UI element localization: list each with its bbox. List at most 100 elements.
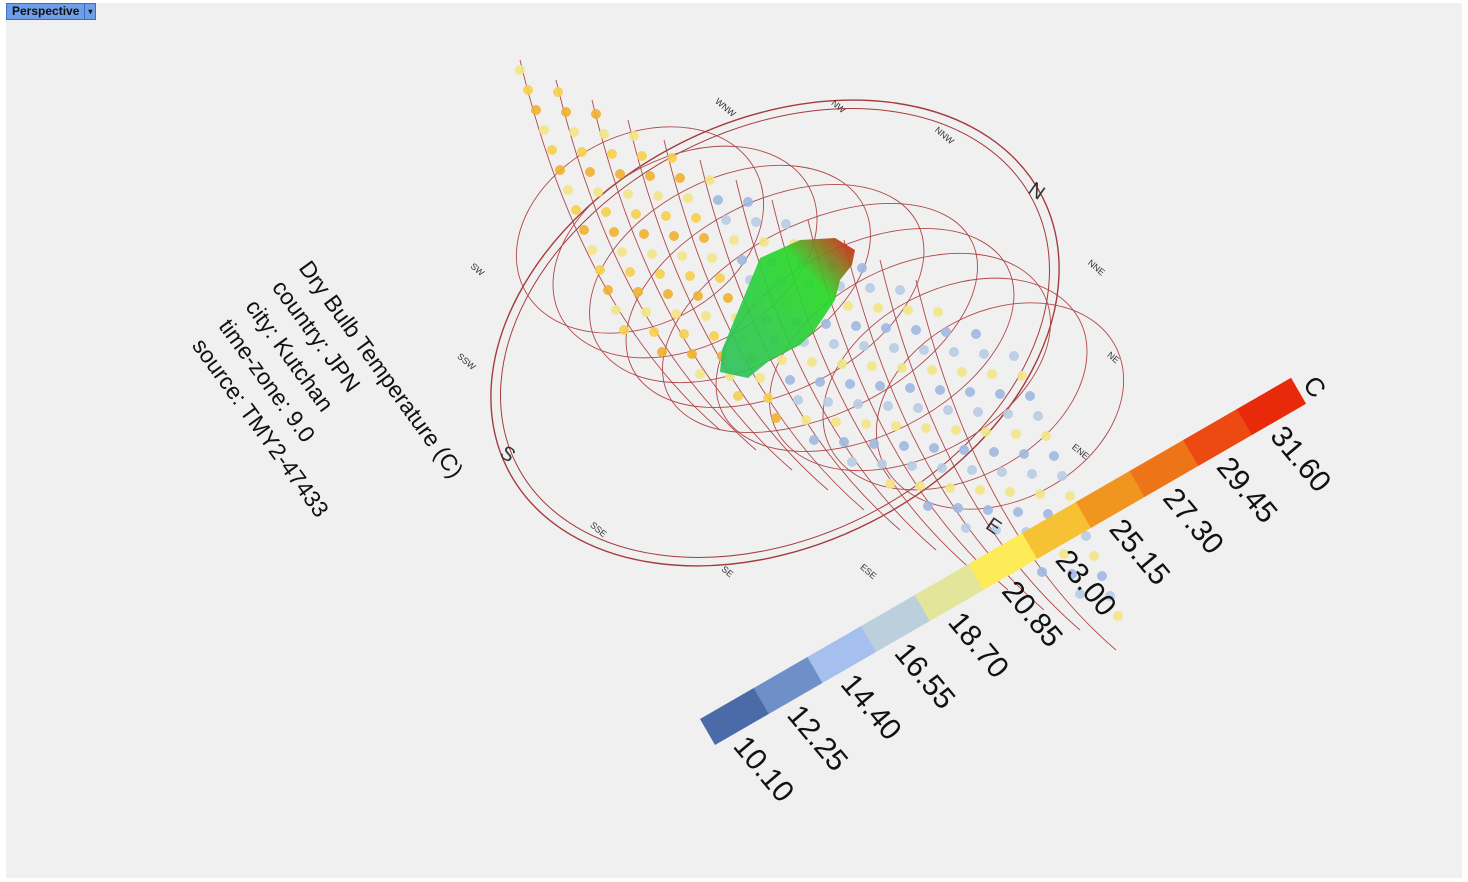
sun-point	[1027, 469, 1037, 479]
sun-point	[1003, 409, 1013, 419]
compass-label: ESE	[858, 562, 878, 581]
sun-point	[623, 189, 633, 199]
sun-point	[851, 321, 861, 331]
sun-point	[661, 211, 671, 221]
sun-point	[531, 105, 541, 115]
sun-point	[927, 365, 937, 375]
sun-point	[911, 325, 921, 335]
sun-point	[861, 419, 871, 429]
sun-point	[777, 355, 787, 365]
viewport-tab[interactable]: Perspective ▾	[6, 3, 97, 20]
legend-cell	[1236, 377, 1307, 436]
legend-label: 31.60	[1264, 420, 1338, 499]
sun-point	[569, 127, 579, 137]
legend-label: 27.30	[1156, 482, 1230, 561]
sun-point	[907, 461, 917, 471]
sun-point	[585, 167, 595, 177]
sun-point	[1049, 451, 1059, 461]
sun-point	[715, 273, 725, 283]
sun-point	[763, 393, 773, 403]
sun-point	[1057, 471, 1067, 481]
day-arc	[662, 203, 978, 433]
sun-point	[867, 361, 877, 371]
legend-cell	[914, 563, 984, 621]
sun-point	[919, 345, 929, 355]
sun-point	[625, 267, 635, 277]
sun-point	[641, 307, 651, 317]
sun-point	[845, 379, 855, 389]
legend-cell	[861, 594, 931, 652]
sun-point	[571, 205, 581, 215]
sun-point	[595, 265, 605, 275]
sun-point	[933, 307, 943, 317]
sun-point	[875, 381, 885, 391]
hour-arc	[519, 59, 721, 431]
sun-point	[801, 415, 811, 425]
compass-label: NNE	[1086, 258, 1107, 278]
legend-label: 18.70	[942, 606, 1016, 685]
sun-point	[649, 327, 659, 337]
sun-point	[781, 219, 791, 229]
sun-point	[647, 249, 657, 259]
sun-point	[629, 131, 639, 141]
sun-point	[889, 343, 899, 353]
sun-point	[1065, 491, 1075, 501]
sun-point	[949, 347, 959, 357]
viewport-menu-arrow[interactable]: ▾	[85, 3, 97, 20]
sun-point	[1013, 507, 1023, 517]
sun-point	[759, 237, 769, 247]
sun-point	[915, 481, 925, 491]
sun-point	[1025, 391, 1035, 401]
sun-point	[937, 463, 947, 473]
sun-point	[579, 225, 589, 235]
sun-point	[609, 227, 619, 237]
sun-point	[633, 287, 643, 297]
sun-point	[591, 109, 601, 119]
sun-point	[959, 445, 969, 455]
compass-ring	[490, 99, 1060, 567]
legend-cell	[1075, 470, 1145, 528]
sun-point	[701, 311, 711, 321]
sun-point	[941, 327, 951, 337]
legend-label: 23.00	[1049, 544, 1123, 623]
sun-point	[1105, 591, 1115, 601]
compass-label: SSE	[588, 520, 608, 539]
sun-point	[815, 377, 825, 387]
hour-arc	[591, 99, 793, 471]
compass-label: E	[982, 514, 1006, 540]
legend-cell	[968, 532, 1038, 590]
sun-point	[923, 501, 933, 511]
legend-label: 12.25	[780, 699, 854, 778]
sun-point	[645, 171, 655, 181]
day-arc	[769, 252, 1051, 472]
sun-point	[657, 347, 667, 357]
sun-point	[619, 325, 629, 335]
sun-point	[593, 187, 603, 197]
sun-point	[713, 195, 723, 205]
sun-point	[1097, 571, 1107, 581]
sun-point	[1043, 509, 1053, 519]
sun-point	[1019, 449, 1029, 459]
sun-point	[699, 233, 709, 243]
sun-point	[921, 423, 931, 433]
sun-point	[905, 383, 915, 393]
legend-cell	[1183, 408, 1253, 467]
sun-point	[883, 401, 893, 411]
day-arc	[822, 277, 1088, 491]
sun-point	[823, 397, 833, 407]
sun-point	[655, 269, 665, 279]
sun-point	[881, 323, 891, 333]
sun-point	[611, 305, 621, 315]
viewport-title[interactable]: Perspective	[6, 3, 86, 20]
sun-point	[671, 309, 681, 319]
legend: 10.1012.2514.4016.5518.7020.8523.0025.15…	[700, 370, 1338, 809]
sun-point	[601, 207, 611, 217]
sun-point	[973, 407, 983, 417]
sun-point	[1041, 431, 1051, 441]
day-arc	[589, 164, 871, 384]
sun-point	[903, 305, 913, 315]
sun-path-points	[515, 65, 1123, 621]
sun-point	[995, 389, 1005, 399]
